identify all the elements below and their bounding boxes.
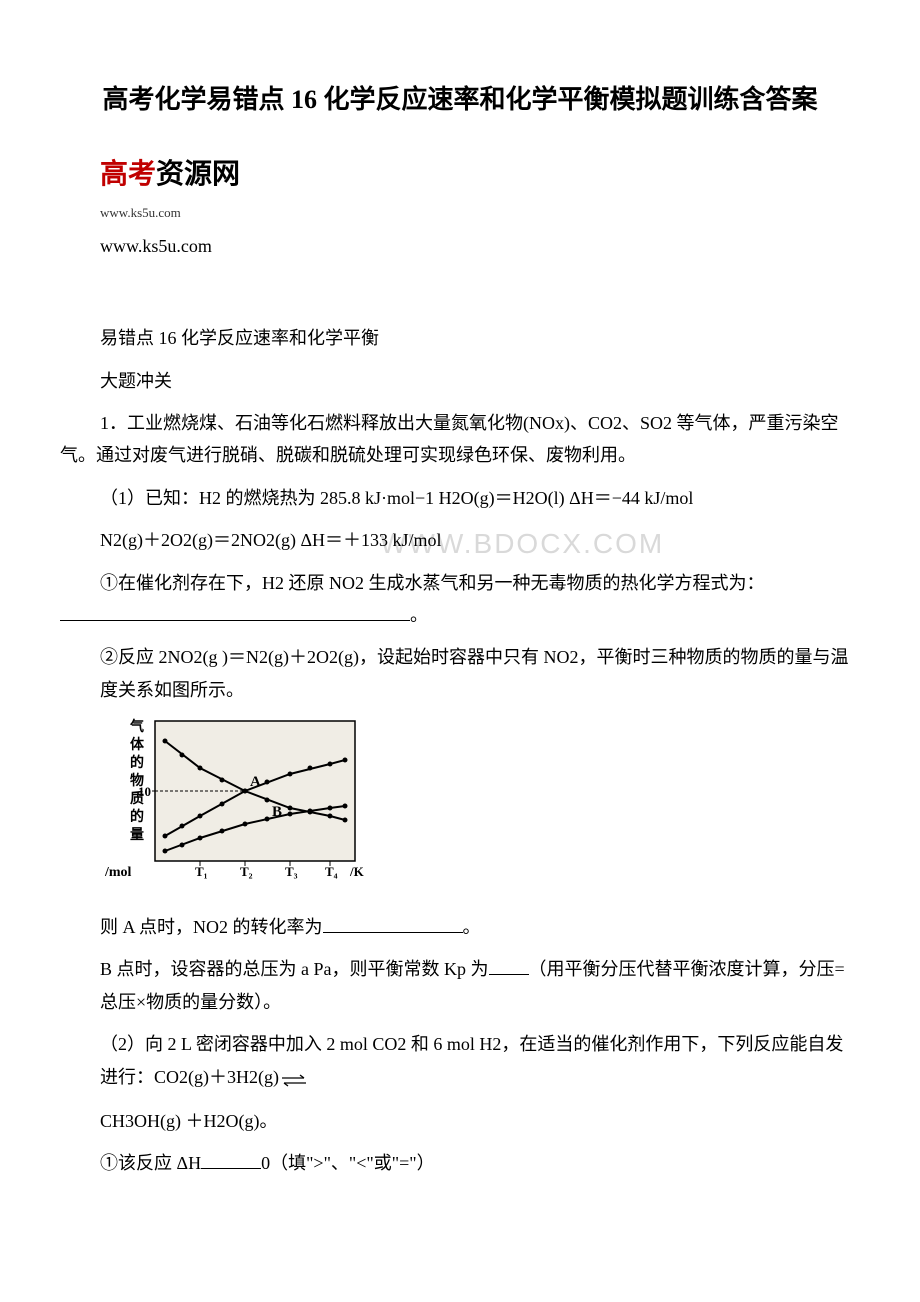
logo-url: www.ks5u.com [100, 201, 860, 224]
equilibrium-arrows-icon [279, 1062, 309, 1094]
paragraph-3: WWW.BDOCX.COM N2(g)＋2O2(g)＝2NO2(g) ΔH＝＋1… [100, 524, 860, 556]
logo-black-text: 资源网 [156, 158, 240, 189]
paragraph-5: ②反应 2NO2(g )＝N2(g)＋2O2(g)，设起始时容器中只有 NO2，… [100, 641, 860, 706]
svg-text:B: B [272, 804, 282, 820]
chart-svg: 气 体 的 物 质 的 量 /mol 10 T₁ T₂ T₃ T₄ /K [100, 716, 380, 901]
paragraph-7: B 点时，设容器的总压为 a Pa，则平衡常数 Kp 为（用平衡分压代替平衡浓度… [100, 953, 860, 1018]
svg-text:T₂: T₂ [240, 864, 253, 879]
paragraph-4: ①在催化剂存在下，H2 还原 NO2 生成水蒸气和另一种无毒物质的热化学方程式为… [60, 567, 860, 632]
svg-text:/mol: /mol [104, 865, 132, 880]
paragraph-10: ①该反应 ΔH0（填">"、"<"或"="） [100, 1147, 860, 1179]
svg-text:气: 气 [129, 718, 144, 735]
section-heading-1: 易错点 16 化学反应速率和化学平衡 [100, 322, 860, 354]
section-heading-2: 大题冲关 [100, 365, 860, 397]
svg-text:体: 体 [130, 736, 145, 753]
svg-text:的: 的 [130, 754, 144, 771]
paragraph-6: 则 A 点时，NO2 的转化率为。 [100, 911, 860, 943]
svg-text:T₁: T₁ [195, 864, 208, 879]
equilibrium-chart: 气 体 的 物 质 的 量 /mol 10 T₁ T₂ T₃ T₄ /K [100, 716, 860, 901]
url-text: www.ks5u.com [100, 230, 860, 262]
paragraph-9: CH3OH(g) ＋H2O(g)。 [100, 1105, 860, 1137]
paragraph-2: （1）已知：H2 的燃烧热为 285.8 kJ·mol−1 H2O(g)＝H2O… [100, 482, 860, 514]
svg-text:/K: /K [349, 864, 365, 879]
paragraph-1: 1．工业燃烧煤、石油等化石燃料释放出大量氮氧化物(NOx)、CO2、SO2 等气… [60, 407, 860, 472]
svg-text:的: 的 [130, 808, 144, 825]
logo-text: 高考资源网 [100, 149, 860, 199]
paragraph-8: （2）向 2 L 密闭容器中加入 2 mol CO2 和 6 mol H2，在适… [100, 1028, 860, 1094]
svg-text:A: A [250, 774, 261, 790]
site-logo: 高考资源网 www.ks5u.com [100, 149, 860, 225]
svg-text:T₄: T₄ [325, 864, 338, 879]
svg-text:量: 量 [130, 827, 144, 843]
logo-red-text: 高考 [100, 158, 156, 189]
svg-text:10: 10 [138, 784, 151, 799]
document-title: 高考化学易错点 16 化学反应速率和化学平衡模拟题训练含答案 [60, 80, 860, 119]
svg-text:T₃: T₃ [285, 864, 298, 879]
